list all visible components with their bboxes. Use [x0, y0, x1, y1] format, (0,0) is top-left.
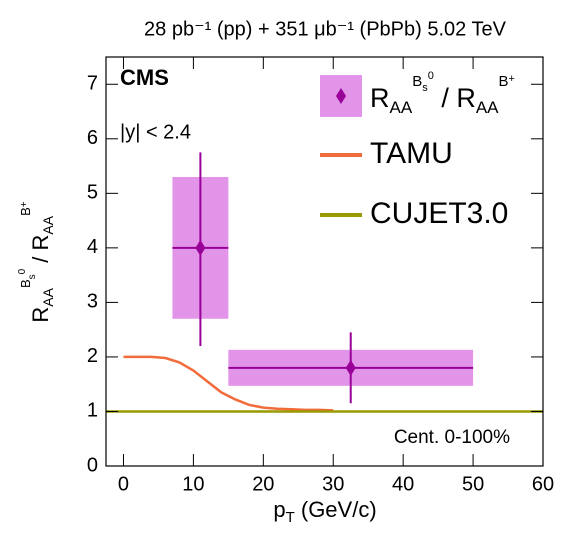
y-label-part: AA	[40, 287, 56, 306]
centrality-label: Cent. 0-100%	[394, 427, 510, 448]
legend-label-part: +	[509, 73, 515, 85]
y-tick-label: 4	[87, 236, 98, 258]
x-tick-label: 0	[118, 473, 129, 495]
y-label-part: 0	[17, 268, 28, 274]
x-tick-label: 50	[462, 473, 484, 495]
x-label-part: (GeV/c)	[295, 497, 377, 522]
y-label-part: s	[27, 274, 38, 279]
y-tick-label: 3	[87, 291, 98, 313]
rapidity-label: |y| < 2.4	[120, 121, 191, 143]
y-label-part: B	[18, 279, 33, 288]
legend-label: CUJET3.0	[370, 197, 508, 230]
legend-label-part: 0	[428, 70, 434, 82]
y-tick-label: 7	[87, 73, 98, 95]
x-tick-label: 20	[252, 473, 274, 495]
x-label-part: T	[286, 509, 295, 526]
legend-label-part: B	[499, 73, 509, 90]
legend-label: TAMU	[370, 137, 453, 170]
legend-label: RAABs0 / RAAB+	[370, 70, 515, 118]
legend-label-part: B	[412, 73, 422, 90]
y-label-part: AA	[40, 215, 56, 234]
legend-label-part: AA	[390, 98, 413, 117]
x-tick-label: 40	[392, 473, 414, 495]
data-marker	[345, 359, 356, 376]
plot-frame	[105, 56, 544, 467]
x-tick-label: 60	[532, 473, 554, 495]
y-label-part: / R	[28, 235, 53, 269]
legend-marker	[336, 88, 346, 104]
x-label-part: p	[273, 497, 285, 522]
x-tick-label: 10	[182, 473, 204, 495]
legend-label-part: R	[370, 83, 390, 113]
y-tick-label: 0	[87, 454, 98, 476]
x-tick-label: 30	[322, 473, 344, 495]
data-marker	[195, 239, 206, 256]
legend-label-part: s	[422, 82, 428, 94]
cms-label: CMS	[120, 65, 169, 90]
y-label-part: B	[18, 207, 33, 216]
y-axis-label: RAABs0 / RAAB+	[17, 201, 56, 322]
y-label-part: +	[19, 201, 30, 207]
legend-label-part: / R	[434, 83, 476, 113]
y-tick-label: 2	[87, 345, 98, 367]
y-tick-label: 5	[87, 182, 98, 204]
legend-label-part: AA	[476, 98, 499, 117]
y-tick-label: 6	[87, 127, 98, 149]
chart-title: 28 pb⁻¹ (pp) + 351 μb⁻¹ (PbPb) 5.02 TeV	[144, 18, 507, 40]
plot-area	[106, 152, 543, 413]
x-axis-label: pT (GeV/c)	[273, 497, 376, 526]
y-label-part: R	[28, 307, 53, 323]
y-tick-label: 1	[87, 400, 98, 422]
model-curve	[123, 355, 334, 412]
